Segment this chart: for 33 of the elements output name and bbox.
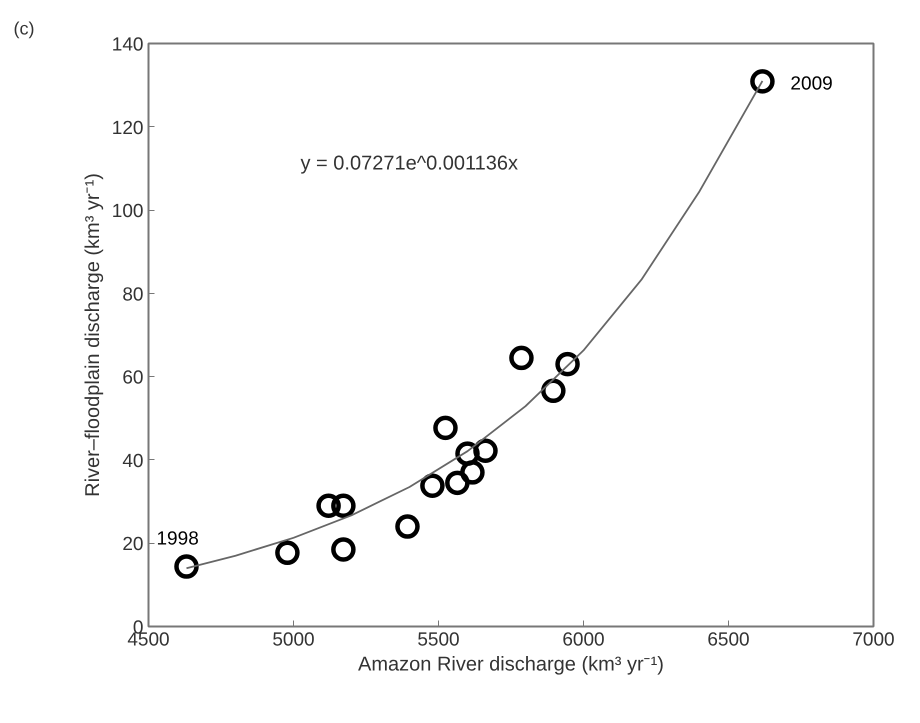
point <box>316 494 341 518</box>
point <box>420 474 445 498</box>
x-tick-label: 5000 <box>272 630 315 650</box>
point <box>455 441 480 466</box>
point <box>331 537 356 562</box>
y-tick-label: 40 <box>122 450 144 472</box>
point <box>433 416 458 440</box>
y-tick-label: 140 <box>112 34 144 56</box>
text: (c) <box>14 18 34 38</box>
point <box>509 346 534 370</box>
y-tick-label: 120 <box>112 118 144 139</box>
point <box>555 352 580 376</box>
point <box>445 470 470 496</box>
x-tick-label: 6000 <box>562 630 605 650</box>
point <box>473 438 498 463</box>
x-tick-label: 7000 <box>852 630 895 650</box>
point <box>331 494 356 518</box>
y-axis-title: River–floodplain discharge (km³ yr⁻¹) <box>82 173 104 497</box>
point <box>395 514 420 539</box>
y-tick-label: 100 <box>112 201 144 222</box>
point <box>174 554 199 579</box>
y-tick-label: 80 <box>122 284 144 306</box>
annotation: 1998 <box>156 528 199 550</box>
x-tick-label: 5500 <box>417 630 460 650</box>
annotation: 2009 <box>790 73 833 94</box>
x-tick-label: 6500 <box>707 630 750 650</box>
y-tick-label: 60 <box>122 368 144 389</box>
point <box>460 460 485 485</box>
x-axis-title: Amazon River discharge (km³ yr⁻¹) <box>358 654 664 676</box>
point <box>275 540 300 566</box>
annotation: y = 0.07271e^0.001136x <box>300 152 518 174</box>
y-tick-label: 20 <box>122 534 144 556</box>
point <box>750 69 775 94</box>
